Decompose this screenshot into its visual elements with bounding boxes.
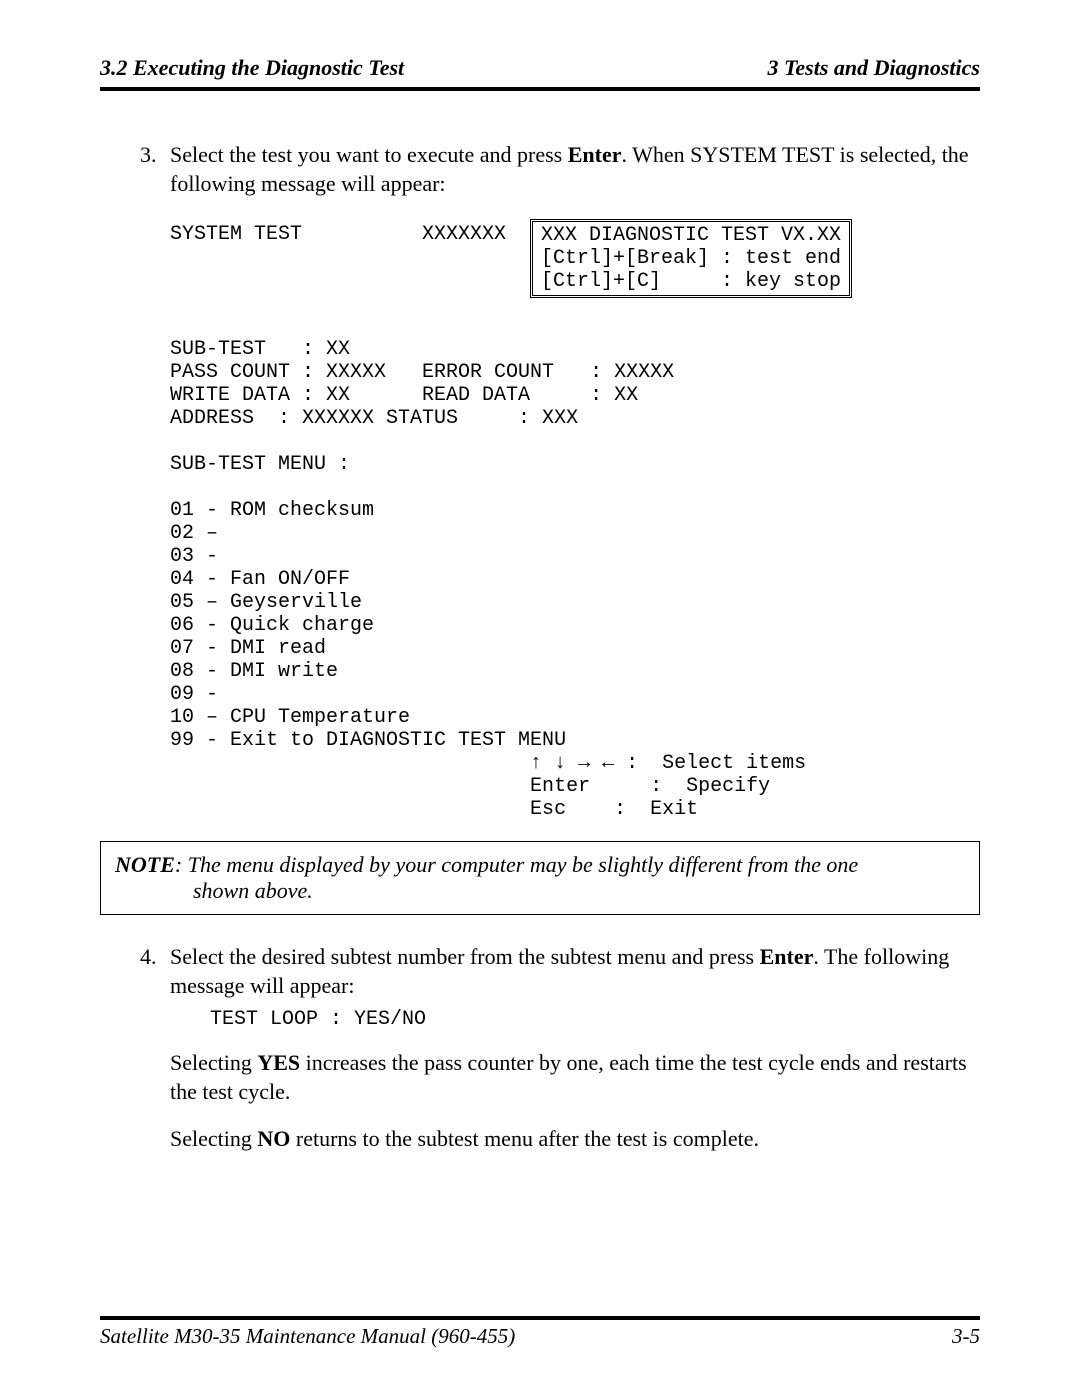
page: 3.2 Executing the Diagnostic Test 3 Test… bbox=[0, 0, 1080, 1397]
header-right: 3 Tests and Diagnostics bbox=[767, 55, 980, 81]
lblank bbox=[170, 315, 182, 338]
yes-label: YES bbox=[257, 1050, 300, 1075]
m06: 06 - Quick charge bbox=[170, 614, 374, 637]
m03: 03 - bbox=[170, 545, 218, 568]
enter-key-label: Enter bbox=[568, 142, 622, 167]
menu-title: SUB-TEST MENU : bbox=[170, 453, 350, 476]
m02: 02 – bbox=[170, 522, 218, 545]
nav2: Enter : Specify bbox=[170, 775, 770, 798]
m09: 09 - bbox=[170, 683, 218, 706]
diag-line3: [Ctrl]+[C] : key stop bbox=[541, 270, 841, 293]
footer-right: 3-5 bbox=[952, 1324, 980, 1349]
step-number: 3. bbox=[140, 141, 170, 170]
m04: 04 - Fan ON/OFF bbox=[170, 568, 350, 591]
no-a: Selecting bbox=[170, 1126, 257, 1151]
mono-lines: SYSTEM TEST XXXXXXX SUB-TEST : XX PASS C… bbox=[170, 223, 980, 821]
lblank bbox=[170, 430, 182, 453]
nav3: Esc : Exit bbox=[170, 798, 698, 821]
l1: SYSTEM TEST XXXXXXX bbox=[170, 223, 506, 246]
system-test-screen: XXX DIAGNOSTIC TEST VX.XX [Ctrl]+[Break]… bbox=[170, 223, 980, 821]
lblank bbox=[170, 476, 182, 499]
page-footer: Satellite M30-35 Maintenance Manual (960… bbox=[100, 1316, 980, 1349]
note-box: NOTE: The menu displayed by your compute… bbox=[100, 841, 980, 915]
footer-left: Satellite M30-35 Maintenance Manual (960… bbox=[100, 1324, 515, 1349]
header-left: 3.2 Executing the Diagnostic Test bbox=[100, 55, 404, 81]
m08: 08 - DMI write bbox=[170, 660, 338, 683]
m10: 10 – CPU Temperature bbox=[170, 706, 410, 729]
m99: 99 - Exit to DIAGNOSTIC TEST MENU bbox=[170, 729, 566, 752]
step-3: 3.Select the test you want to execute an… bbox=[170, 141, 980, 198]
step3-text-a: Select the test you want to execute and … bbox=[170, 142, 568, 167]
m01: 01 - ROM checksum bbox=[170, 499, 374, 522]
m07: 07 - DMI read bbox=[170, 637, 326, 660]
no-b: returns to the subtest menu after the te… bbox=[290, 1126, 759, 1151]
yes-paragraph: Selecting YES increases the pass counter… bbox=[170, 1049, 980, 1106]
sub3: WRITE DATA : XX READ DATA : XX bbox=[170, 384, 638, 407]
footer-rule bbox=[100, 1316, 980, 1320]
note-text-a: : The menu displayed by your computer ma… bbox=[175, 852, 858, 877]
lblank bbox=[170, 246, 182, 269]
sub2: PASS COUNT : XXXXX ERROR COUNT : XXXXX bbox=[170, 361, 674, 384]
sub4: ADDRESS : XXXXXX STATUS : XXX bbox=[170, 407, 578, 430]
nav1: ↑ ↓ → ← : Select items bbox=[170, 752, 806, 775]
step-number: 4. bbox=[140, 943, 170, 972]
yes-a: Selecting bbox=[170, 1050, 257, 1075]
no-paragraph: Selecting NO returns to the subtest menu… bbox=[170, 1125, 980, 1154]
diag-line2: [Ctrl]+[Break] : test end bbox=[541, 247, 841, 270]
step-4: 4.Select the desired subtest number from… bbox=[170, 943, 980, 1000]
m05: 05 – Geyserville bbox=[170, 591, 362, 614]
test-loop-line: TEST LOOP : YES/NO bbox=[210, 1008, 980, 1031]
header-rule bbox=[100, 87, 980, 91]
step4-text-a: Select the desired subtest number from t… bbox=[170, 944, 760, 969]
lblank bbox=[170, 269, 182, 292]
note-label: NOTE bbox=[115, 852, 175, 877]
diag-line1: XXX DIAGNOSTIC TEST VX.XX bbox=[541, 224, 841, 247]
no-label: NO bbox=[257, 1126, 290, 1151]
diagnostic-info-box: XXX DIAGNOSTIC TEST VX.XX [Ctrl]+[Break]… bbox=[530, 219, 852, 298]
sub1: SUB-TEST : XX bbox=[170, 338, 350, 361]
lblank bbox=[170, 292, 182, 315]
page-header: 3.2 Executing the Diagnostic Test 3 Test… bbox=[100, 55, 980, 87]
note-text-b: shown above. bbox=[193, 878, 965, 904]
enter-key-label: Enter bbox=[760, 944, 814, 969]
